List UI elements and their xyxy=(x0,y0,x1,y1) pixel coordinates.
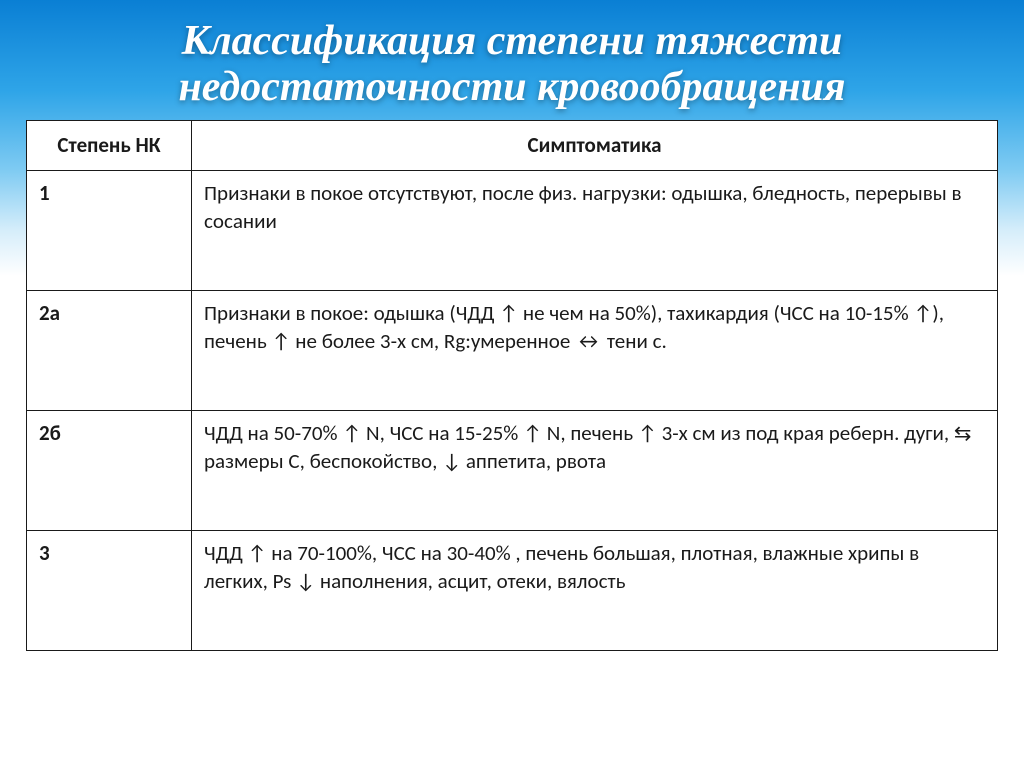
classification-table: Степень НК Симптоматика 1 Признаки в пок… xyxy=(26,120,998,650)
cell-symptoms: ЧДД ↑ на 70-100%, ЧСС на 30-40% , печень… xyxy=(192,530,998,650)
cell-degree: 3 xyxy=(27,530,192,650)
table-header-row: Степень НК Симптоматика xyxy=(27,121,998,170)
header-degree: Степень НК xyxy=(27,121,192,170)
table-row: 2б ЧДД на 50-70% ↑ N, ЧСС на 15-25% ↑ N,… xyxy=(27,410,998,530)
cell-symptoms: Признаки в покое отсутствуют, после физ.… xyxy=(192,170,998,290)
title-line-1: Классификация степени тяжести xyxy=(182,18,843,64)
title-line-2: недостаточности кровообращения xyxy=(178,64,845,110)
table-row: 1 Признаки в покое отсутствуют, после фи… xyxy=(27,170,998,290)
slide-title: Классификация степени тяжести недостаточ… xyxy=(26,18,998,110)
cell-degree: 1 xyxy=(27,170,192,290)
cell-symptoms: ЧДД на 50-70% ↑ N, ЧСС на 15-25% ↑ N, пе… xyxy=(192,410,998,530)
header-symptoms: Симптоматика xyxy=(192,121,998,170)
cell-symptoms: Признаки в покое: одышка (ЧДД ↑ не чем н… xyxy=(192,290,998,410)
cell-degree: 2а xyxy=(27,290,192,410)
table-row: 2а Признаки в покое: одышка (ЧДД ↑ не че… xyxy=(27,290,998,410)
slide-container: Классификация степени тяжести недостаточ… xyxy=(0,0,1024,767)
cell-degree: 2б xyxy=(27,410,192,530)
table-row: 3 ЧДД ↑ на 70-100%, ЧСС на 30-40% , пече… xyxy=(27,530,998,650)
